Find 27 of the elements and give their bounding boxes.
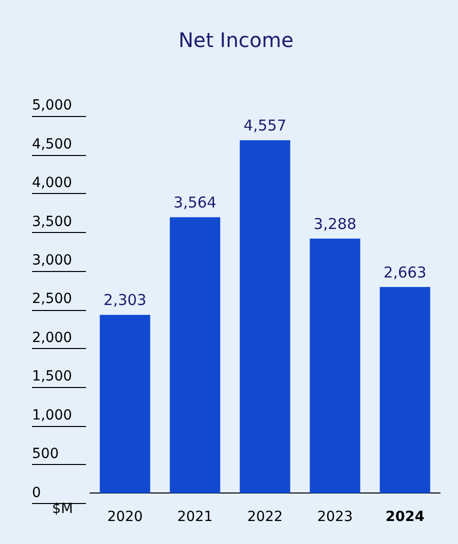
data-label: 2,663 (384, 263, 426, 282)
y-tick-label: 1,000 (32, 407, 72, 424)
data-label: 3,564 (174, 194, 216, 212)
bar (240, 140, 290, 494)
x-tick-label: 2020 (107, 509, 143, 526)
y-tick-label: 0 (32, 484, 41, 501)
y-tick-label: 5,000 (32, 98, 72, 114)
data-label: 3,288 (314, 214, 356, 233)
x-tick-label: 2023 (317, 509, 353, 526)
y-tick-label: 4,000 (32, 175, 72, 192)
x-tick-label: 2021 (177, 509, 213, 526)
data-label: 2,303 (104, 291, 146, 310)
y-tick-label: 2,000 (32, 330, 72, 346)
y-tick-label: 3,500 (32, 214, 72, 230)
y-tick-label: 1,500 (32, 368, 72, 385)
chart-title: Net Income (178, 28, 294, 52)
bar (100, 314, 150, 494)
bar (310, 238, 360, 494)
data-label: 4,557 (244, 116, 286, 135)
y-tick-label: 500 (32, 446, 59, 462)
x-tick-label: 2022 (247, 509, 283, 526)
y-tick-label: 3,000 (32, 252, 72, 269)
bar (170, 217, 220, 494)
y-tick-label: 2,500 (32, 291, 72, 308)
y-tick-label: 4,500 (32, 136, 72, 152)
x-tick-label: 2024 (386, 509, 425, 526)
bar (380, 286, 430, 494)
